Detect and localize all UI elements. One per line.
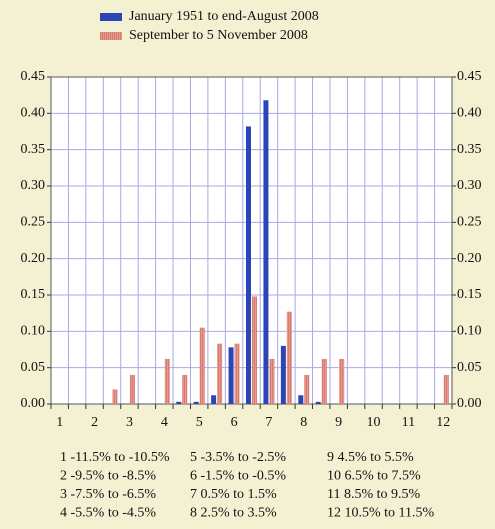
bar [263,100,269,405]
bar-hatch [286,311,292,404]
x-tick-label: 12 [436,415,450,430]
x-tick-label: 10 [367,415,381,430]
y2-tick-label: 0.40 [457,106,482,121]
y-tick-label: 0.40 [21,106,46,121]
x-tick-label: 9 [335,415,342,430]
bar-hatch [304,374,310,404]
x-tick-label: 3 [126,415,133,430]
y2-tick-label: 0.35 [457,142,482,157]
bar [193,401,199,404]
bar-hatch [182,374,188,404]
bin-key-entry: 12 10.5% to 11.5% [327,506,435,521]
bar-hatch [112,389,118,404]
y2-tick-label: 0.25 [457,215,482,230]
plot-frame [50,76,453,405]
bar-hatch [217,343,223,404]
x-tick-label: 6 [231,415,238,430]
x-tick-label: 5 [196,415,203,430]
x-tick-label: 4 [161,415,168,430]
legend-hatch [100,32,122,40]
bin-key-entry: 4 -5.5% to -4.5% [60,506,156,521]
y2-tick-label: 0.30 [457,178,482,193]
legend-swatch [100,13,122,21]
bin-key-entry: 8 2.5% to 3.5% [190,506,277,521]
y-tick-label: 0.15 [21,287,46,302]
y-tick-label: 0.30 [21,178,46,193]
bar-hatch [252,296,257,404]
y2-tick-label: 0.00 [457,396,482,411]
x-tick-label: 1 [56,415,63,430]
bin-key-entry: 7 0.5% to 1.5% [190,487,277,502]
plot-area [51,77,452,404]
x-tick-label: 7 [265,415,272,430]
x-tick-label: 11 [402,415,415,430]
bar [228,347,234,404]
bar-hatch [234,343,240,404]
bar [280,345,286,404]
y2-tick-label: 0.20 [457,251,482,266]
bar [315,401,321,404]
y2-tick-label: 0.15 [457,287,482,302]
bin-key-entry: 5 -3.5% to -2.5% [190,450,286,465]
y-tick-label: 0.35 [21,142,46,157]
bin-key-entry: 3 -7.5% to -6.5% [60,487,156,502]
bar-hatch [129,374,135,404]
bar-hatch [339,358,345,404]
y-tick-label: 0.25 [21,215,46,230]
x-tick-label: 2 [91,415,98,430]
y-tick-label: 0.20 [21,251,46,266]
y-tick-label: 0.00 [21,396,46,411]
bar-hatch [164,358,170,404]
y-tick-label: 0.10 [21,324,46,339]
bar-hatch [443,374,449,404]
y-tick-label: 0.45 [21,69,46,84]
y2-tick-label: 0.05 [457,360,482,375]
bar [246,126,251,404]
y2-tick-label: 0.45 [457,69,482,84]
bin-key-entry: 9 4.5% to 5.5% [327,450,414,465]
legend-label: September to 5 November 2008 [129,28,308,43]
bin-key-entry: 10 6.5% to 7.5% [327,469,421,484]
bar [298,395,304,404]
bin-key-entry: 11 8.5% to 9.5% [327,487,421,502]
legend-label: January 1951 to end-August 2008 [129,9,319,24]
y2-tick-label: 0.10 [457,324,482,339]
x-tick-label: 8 [300,415,307,430]
bar-hatch [321,358,327,404]
y-tick-label: 0.05 [21,360,46,375]
bin-key-entry: 1 -11.5% to -10.5% [60,450,170,465]
bin-key-entry: 2 -9.5% to -8.5% [60,469,156,484]
bar-hatch [199,327,205,404]
bin-key-entry: 6 -1.5% to -0.5% [190,469,286,484]
bar [211,395,217,404]
bar-hatch [269,358,275,404]
bar [176,401,182,404]
